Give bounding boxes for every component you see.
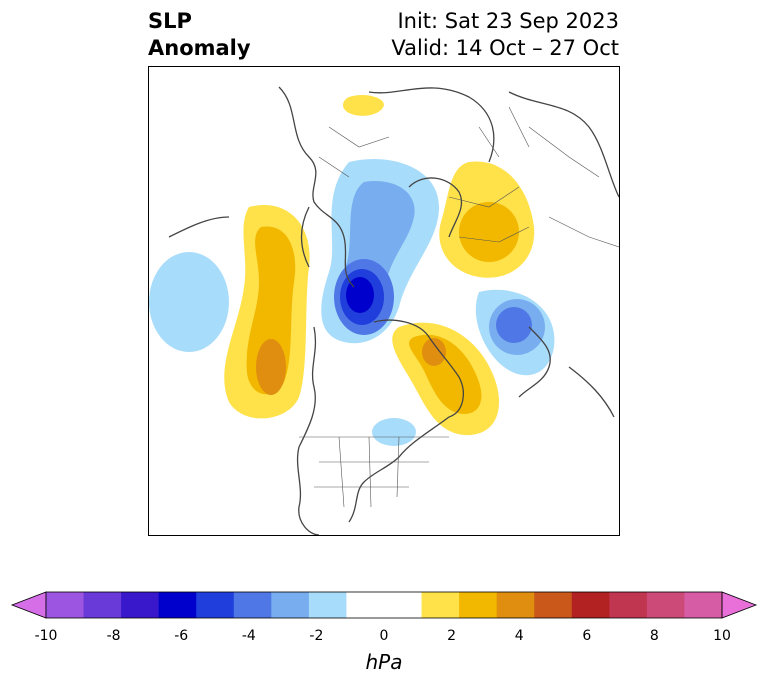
colorbar-tick-label: -10 <box>34 628 58 644</box>
slp-anomaly-map <box>148 66 620 536</box>
colorbar-segments <box>10 591 758 619</box>
colorbar-tick-label: 8 <box>649 628 659 644</box>
colorbar-segment <box>46 592 85 618</box>
colorbar-extend-low <box>10 591 47 619</box>
colorbar-tick-label: 6 <box>582 628 592 644</box>
init-date: Init: Sat 23 Sep 2023 <box>397 9 619 33</box>
colorbar-segment <box>308 592 347 618</box>
anomaly-alaska-pos <box>224 205 310 419</box>
colorbar-segment <box>459 592 498 618</box>
colorbar-border <box>45 591 723 619</box>
colorbar-segment <box>534 592 573 618</box>
colorbar-tick-label: -6 <box>174 628 189 644</box>
colorbar-tick-label: 10 <box>713 628 731 644</box>
borders <box>299 106 619 508</box>
title-line-2: Anomaly <box>148 36 251 60</box>
colorbar-segment <box>271 592 310 618</box>
colorbar-tick-label: 0 <box>379 628 389 644</box>
colorbar-segment <box>196 592 235 618</box>
anomaly-asia-pos <box>439 161 535 278</box>
colorbar-extend-high <box>721 591 758 619</box>
colorbar-tick-label: 4 <box>514 628 524 644</box>
colorbar-segment <box>646 592 685 618</box>
colorbar-segment <box>121 592 160 618</box>
colorbar-units: hPa <box>365 650 403 674</box>
colorbar-segment <box>384 592 423 618</box>
anomaly-russia-neg <box>475 289 555 376</box>
map-canvas <box>149 86 619 535</box>
map-title: SLP Anomaly <box>148 8 251 62</box>
colorbar-segment <box>158 592 197 618</box>
colorbar-segment <box>233 592 272 618</box>
valid-range: Valid: 14 Oct – 27 Oct <box>391 36 619 60</box>
colorbar-segment <box>346 592 385 618</box>
colorbar-tick-label: -4 <box>241 628 256 644</box>
title-line-1: SLP <box>148 9 192 33</box>
colorbar-tick-label: -8 <box>106 628 121 644</box>
anomaly-east-canada-neg <box>372 418 416 446</box>
anomaly-arctic-neg <box>321 159 439 344</box>
date-info: Init: Sat 23 Sep 2023 Valid: 14 Oct – 27… <box>391 8 619 62</box>
colorbar-tick-label: 2 <box>447 628 457 644</box>
colorbar-segment <box>83 592 122 618</box>
coastlines <box>168 86 619 535</box>
anomaly-north-pacific-neg <box>149 252 229 352</box>
colorbar-segment <box>496 592 535 618</box>
anomaly-scandinavia-pos <box>343 94 384 116</box>
anomaly-fields <box>149 94 555 446</box>
colorbar <box>10 591 758 619</box>
colorbar-segment <box>421 592 460 618</box>
colorbar-segment <box>684 592 723 618</box>
colorbar-tick-label: -2 <box>309 628 324 644</box>
colorbar-segment <box>571 592 610 618</box>
colorbar-segment <box>609 592 648 618</box>
